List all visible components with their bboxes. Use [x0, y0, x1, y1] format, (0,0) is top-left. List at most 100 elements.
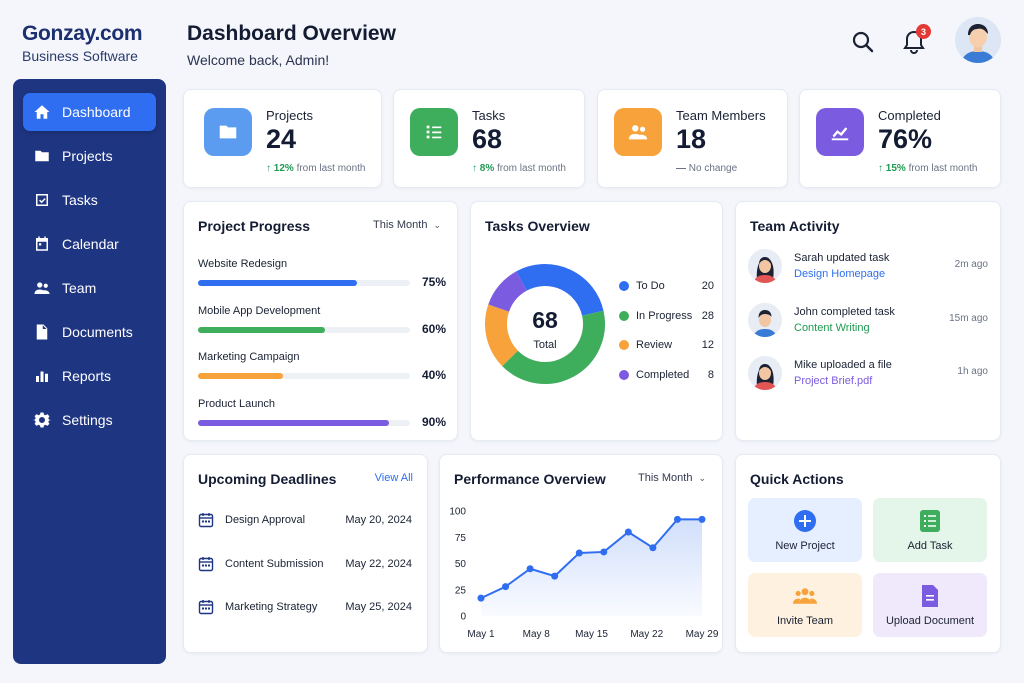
sidebar-item-team[interactable]: Team [23, 269, 156, 307]
progress-fill [198, 373, 283, 379]
card-title: Team Activity [750, 218, 840, 234]
upload-document-button[interactable]: Upload Document [873, 573, 987, 637]
project-name: Website Redesign [198, 258, 288, 270]
stat-value: 76% [878, 124, 933, 154]
deadline-name: Content Submission [225, 557, 324, 570]
period-dropdown[interactable]: This Month ⌄ [638, 472, 706, 484]
sidebar: Dashboard Projects Tasks Calendar Team D… [13, 79, 166, 664]
sidebar-item-tasks[interactable]: Tasks [23, 181, 156, 219]
stat-label: Team Members [676, 108, 766, 123]
legend-dot [619, 310, 629, 321]
trend-chart-icon [816, 108, 864, 156]
stat-card-completed: Completed 76% ↑ 15% from last month [799, 89, 1001, 188]
legend-label: Completed [636, 368, 690, 381]
activity-target-link[interactable]: Design Homepage [794, 268, 886, 280]
sidebar-item-label: Reports [62, 368, 112, 384]
arrow-up-icon: ↑ [266, 163, 271, 174]
sidebar-item-documents[interactable]: Documents [23, 313, 156, 351]
project-name: Marketing Campaign [198, 351, 300, 363]
project-percent: 90% [422, 414, 447, 429]
activity-time: 15m ago [949, 312, 988, 324]
deadline-name: Design Approval [225, 514, 306, 526]
activity-target-link[interactable]: Project Brief.pdf [794, 375, 873, 387]
project-progress-card: Project Progress This Month ⌄ Website Red… [183, 201, 458, 441]
sidebar-item-settings[interactable]: Settings [23, 401, 156, 439]
sidebar-item-dashboard[interactable]: Dashboard [23, 93, 156, 131]
avatar[interactable] [955, 17, 1001, 63]
brand-name: Gonzay.com [22, 22, 143, 45]
calendar-icon [33, 235, 51, 253]
gear-icon [33, 411, 51, 429]
stat-value: 68 [472, 124, 503, 154]
stat-trend: ↑ 12% from last month [266, 163, 366, 174]
stat-trend: ↑ 15% from last month [878, 163, 978, 174]
sidebar-item-label: Dashboard [62, 104, 131, 120]
home-icon [33, 103, 51, 121]
deadline-item[interactable]: Content Submission May 22, 2024 [198, 554, 412, 574]
legend-item: To Do 20 [619, 280, 714, 292]
add-task-button[interactable]: Add Task [873, 498, 987, 562]
sidebar-item-reports[interactable]: Reports [23, 357, 156, 395]
legend-label: In Progress [636, 309, 693, 322]
legend-value: 20 [701, 280, 714, 292]
stat-label: Projects [266, 108, 313, 123]
page-subtitle: Welcome back, Admin! [187, 52, 330, 68]
legend-label: Review [636, 339, 673, 351]
stat-label: Completed [878, 108, 941, 123]
document-icon [918, 584, 942, 608]
project-name: Mobile App Development [198, 304, 321, 317]
stat-value: 18 [676, 124, 707, 154]
card-title: Quick Actions [750, 471, 844, 487]
activity-time: 2m ago [954, 259, 988, 270]
data-point [698, 515, 706, 523]
folder-icon [33, 147, 51, 165]
y-tick-label: 25 [455, 585, 467, 596]
x-tick-label: May 22 [630, 629, 663, 640]
plus-circle-icon [793, 509, 817, 533]
people-icon [614, 108, 662, 156]
legend-item: Completed 8 [619, 369, 714, 381]
deadline-item[interactable]: Marketing Strategy May 25, 2024 [198, 597, 412, 617]
invite-team-button[interactable]: Invite Team [748, 573, 862, 637]
y-tick-label: 0 [460, 612, 466, 623]
progress-track [198, 373, 410, 379]
card-title: Tasks Overview [485, 218, 590, 234]
stat-card-team-members: Team Members 18 — No change [597, 89, 788, 188]
progress-track [198, 419, 410, 426]
line-area [481, 519, 702, 616]
project-percent: 75% [422, 275, 447, 289]
chevron-down-icon: ⌄ [433, 219, 441, 230]
data-point [649, 544, 657, 552]
activity-item: Mike uploaded a file Project Brief.pdf 1h … [748, 356, 988, 400]
legend-item: Review 12 [619, 339, 714, 351]
people-icon [793, 584, 817, 608]
line-series [480, 518, 702, 600]
deadline-item[interactable]: Design Approval May 20, 2024 [198, 510, 412, 530]
legend-dot [619, 340, 629, 350]
avatar [748, 249, 782, 283]
y-tick-label: 100 [449, 507, 466, 518]
x-tick-label: May 15 [575, 629, 608, 640]
calendar-icon [198, 600, 214, 615]
deadline-date: May 25, 2024 [345, 601, 412, 613]
calendar-icon [198, 513, 214, 528]
performance-overview-card: Performance Overview This Month ⌄ 100 75 50… [439, 454, 723, 653]
activity-item: Sarah updated task Design Homepage 2m ago [748, 249, 988, 293]
x-tick-label: May 29 [686, 629, 719, 640]
sidebar-item-label: Team [62, 280, 97, 296]
progress-fill [198, 280, 357, 286]
arrow-up-icon: ↑ [472, 163, 477, 174]
page-title: Dashboard Overview [187, 22, 396, 45]
sidebar-item-projects[interactable]: Projects [23, 137, 156, 175]
new-project-button[interactable]: New Project [748, 498, 862, 562]
activity-target-link[interactable]: Content Writing [794, 321, 870, 334]
period-dropdown[interactable]: This Month ⌄ [373, 219, 441, 231]
search-icon[interactable] [850, 29, 876, 55]
view-all-link[interactable]: View All [374, 472, 413, 484]
deadline-date: May 22, 2024 [345, 557, 412, 570]
notification-badge: 3 [916, 24, 931, 39]
donut-total-value: 68 [532, 307, 558, 333]
sidebar-item-calendar[interactable]: Calendar [23, 225, 156, 263]
stat-trend: — No change [676, 163, 738, 174]
sidebar-item-label: Tasks [62, 192, 98, 208]
